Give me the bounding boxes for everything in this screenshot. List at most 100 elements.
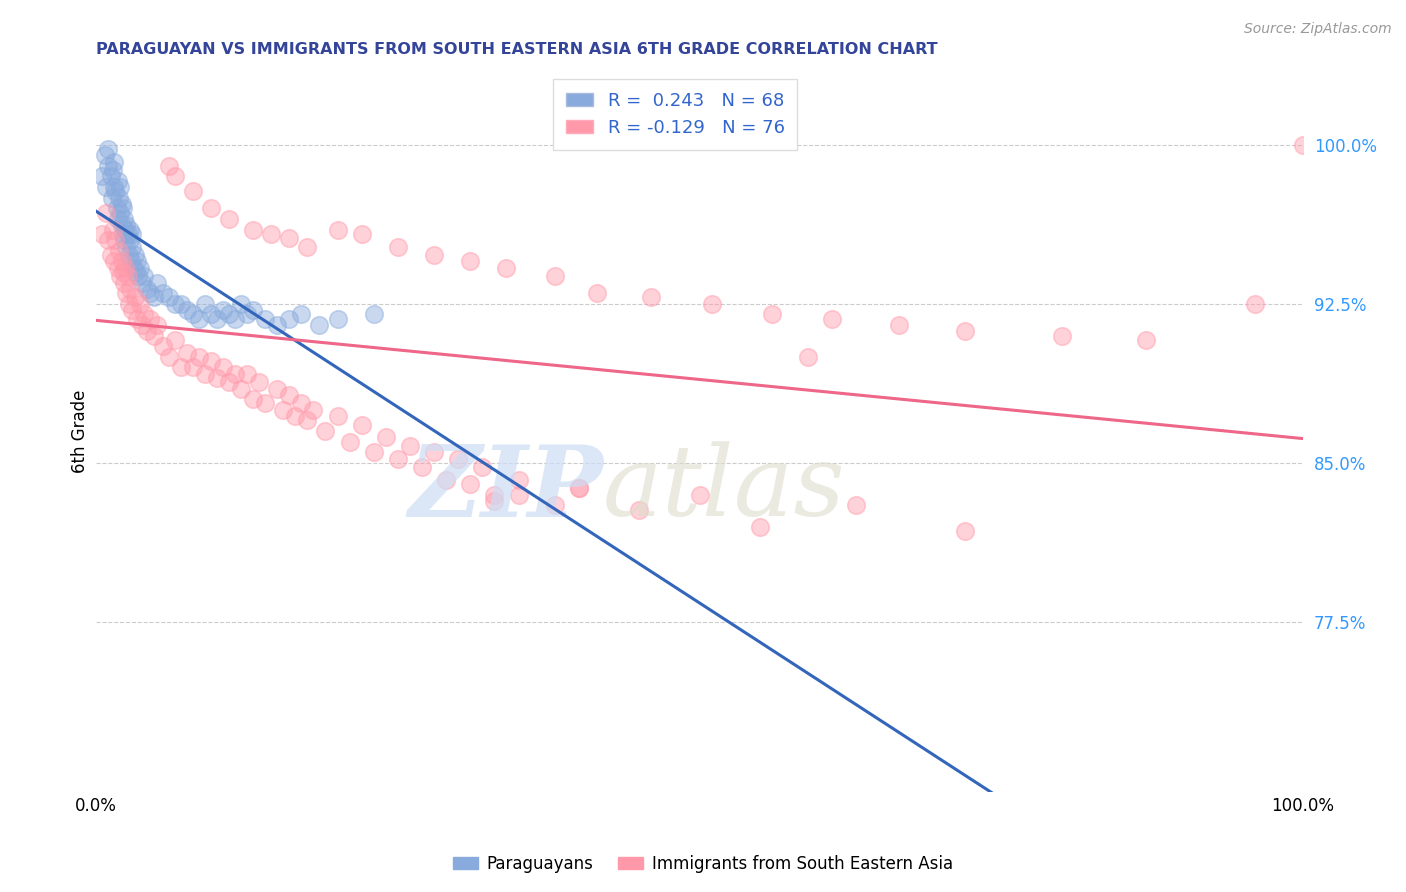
Point [821, 311, 844, 326]
Point [94, 205, 117, 219]
Point [157, 350, 180, 364]
Point [447, 451, 470, 466]
Point [278, 388, 301, 402]
Point [139, 286, 162, 301]
Point [266, 318, 288, 332]
Point [101, 163, 124, 178]
Point [176, 303, 198, 318]
Point [363, 445, 385, 459]
Point [411, 460, 433, 475]
Point [423, 445, 446, 459]
Point [118, 222, 141, 236]
Point [169, 297, 191, 311]
Point [953, 324, 976, 338]
Point [266, 382, 288, 396]
Point [127, 311, 149, 326]
Point [218, 376, 240, 390]
Point [290, 307, 312, 321]
Point [118, 248, 141, 262]
Point [152, 286, 174, 301]
Point [387, 239, 409, 253]
Point [326, 222, 349, 236]
Point [110, 254, 132, 268]
Point [339, 434, 361, 449]
Point [350, 417, 373, 432]
Point [297, 239, 319, 253]
Point [484, 488, 506, 502]
Point [114, 260, 136, 275]
Point [110, 219, 132, 233]
Point [350, 227, 373, 241]
Point [124, 248, 146, 262]
Point [152, 339, 174, 353]
Point [104, 185, 127, 199]
Point [640, 290, 662, 304]
Point [700, 297, 723, 311]
Point [93, 148, 115, 162]
Point [568, 481, 591, 495]
Point [953, 524, 976, 538]
Point [242, 222, 264, 236]
Point [1050, 328, 1073, 343]
Point [107, 211, 129, 226]
Point [689, 488, 711, 502]
Point [118, 297, 141, 311]
Point [118, 282, 141, 296]
Point [107, 174, 129, 188]
Point [1292, 137, 1315, 152]
Point [121, 303, 143, 318]
Point [125, 265, 148, 279]
Text: ZIP: ZIP [408, 441, 603, 537]
Point [236, 307, 259, 321]
Point [254, 311, 277, 326]
Point [134, 269, 156, 284]
Point [326, 409, 349, 424]
Point [145, 318, 167, 332]
Point [434, 473, 457, 487]
Point [120, 254, 142, 268]
Point [484, 494, 506, 508]
Point [200, 307, 222, 321]
Point [111, 265, 134, 279]
Point [112, 276, 135, 290]
Point [143, 290, 166, 304]
Point [229, 297, 252, 311]
Point [254, 396, 277, 410]
Point [112, 233, 135, 247]
Point [127, 254, 149, 268]
Point [115, 286, 138, 301]
Point [326, 311, 349, 326]
Point [101, 222, 124, 236]
Point [399, 439, 422, 453]
Point [103, 180, 125, 194]
Point [134, 307, 156, 321]
Point [363, 307, 385, 321]
Point [194, 297, 217, 311]
Point [495, 260, 517, 275]
Point [212, 360, 235, 375]
Point [110, 205, 132, 219]
Point [143, 328, 166, 343]
Point [314, 424, 336, 438]
Point [205, 311, 228, 326]
Point [108, 191, 131, 205]
Point [100, 169, 122, 184]
Point [110, 269, 132, 284]
Point [131, 276, 153, 290]
Point [218, 307, 240, 321]
Point [111, 202, 134, 216]
Point [229, 382, 252, 396]
Text: Source: ZipAtlas.com: Source: ZipAtlas.com [1244, 22, 1392, 37]
Point [284, 409, 307, 424]
Point [157, 159, 180, 173]
Point [121, 239, 143, 253]
Point [104, 233, 127, 247]
Point [458, 477, 481, 491]
Point [387, 451, 409, 466]
Point [544, 498, 567, 512]
Point [157, 290, 180, 304]
Point [110, 180, 132, 194]
Point [91, 169, 114, 184]
Point [127, 269, 149, 284]
Point [212, 303, 235, 318]
